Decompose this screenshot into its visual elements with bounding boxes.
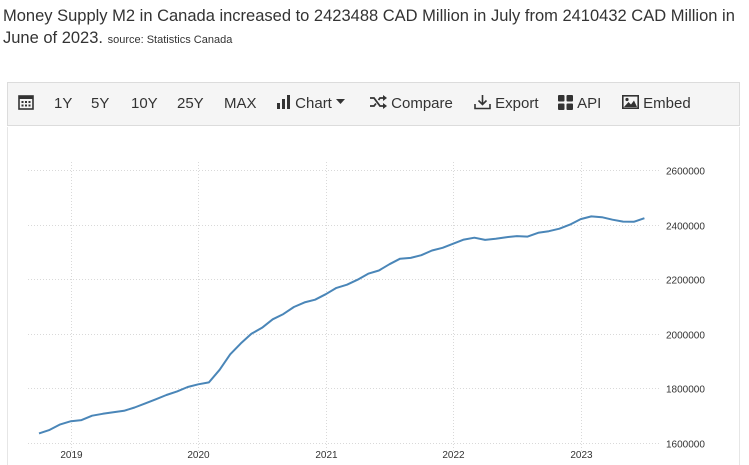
x-tick-label: 2019 (60, 450, 83, 461)
chart-type-dropdown[interactable]: Chart (276, 83, 346, 125)
chart-frame (7, 127, 740, 465)
chart-toolbar: 1Y 5Y 10Y 25Y MAX Chart Compare Export (7, 82, 740, 126)
x-tick-label: 2023 (570, 450, 593, 461)
x-tick-label: 2022 (442, 450, 465, 461)
api-label: API (577, 95, 602, 112)
embed-button[interactable]: Embed (622, 83, 691, 125)
compare-button[interactable]: Compare (369, 83, 453, 125)
range-25y-button[interactable]: 25Y (177, 95, 204, 112)
y-tick-label: 2000000 (666, 331, 705, 342)
grid-layer (28, 162, 660, 451)
series-line[interactable] (38, 215, 645, 435)
range-10y-button[interactable]: 10Y (131, 95, 158, 112)
range-5y-button[interactable]: 5Y (91, 95, 110, 112)
export-label: Export (495, 95, 539, 112)
y-axis-labels: 1600000 1800000 2000000 2200000 2400000 26000… (666, 167, 705, 451)
image-icon (622, 95, 639, 110)
download-icon (474, 95, 491, 110)
export-button[interactable]: Export (474, 83, 539, 125)
compare-label: Compare (391, 95, 453, 112)
shuffle-icon (370, 95, 387, 110)
embed-label: Embed (643, 95, 691, 112)
x-axis-labels: 2019 2020 2021 2022 2023 (60, 450, 593, 461)
caret-down-icon (336, 99, 346, 105)
range-1y-button[interactable]: 1Y (54, 95, 73, 112)
x-tick-label: 2021 (315, 450, 338, 461)
headline-text: Money Supply M2 in Canada increased to 2… (3, 7, 735, 47)
y-tick-label: 2400000 (666, 222, 705, 233)
bar-chart-icon (277, 95, 290, 110)
chart-type-label: Chart (295, 95, 332, 112)
series-layer (38, 215, 645, 435)
range-max-button[interactable]: MAX (224, 95, 257, 112)
grid-icon (558, 94, 573, 110)
x-tick-label: 2020 (187, 450, 210, 461)
calendar-icon (18, 95, 34, 110)
api-button[interactable]: API (558, 83, 601, 125)
headline-source: source: Statistics Canada (107, 34, 233, 46)
y-tick-label: 2200000 (666, 276, 705, 287)
line-chart: 2019 2020 2021 2022 2023 1600000 1800000 20000… (28, 162, 705, 461)
calendar-button[interactable] (18, 83, 34, 125)
chart-headline: Money Supply M2 in Canada increased to 2… (3, 5, 747, 51)
y-tick-label: 1800000 (666, 385, 705, 396)
y-tick-label: 1600000 (666, 440, 705, 451)
y-tick-label: 2600000 (666, 167, 705, 178)
